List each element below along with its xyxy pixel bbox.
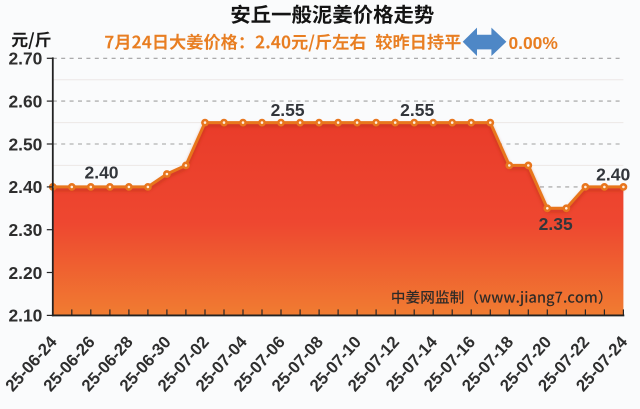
svg-text:2.35: 2.35	[539, 214, 573, 234]
svg-text:2.30: 2.30	[8, 220, 42, 240]
svg-text:2.60: 2.60	[8, 91, 42, 111]
svg-text:2.10: 2.10	[8, 306, 42, 326]
svg-text:2.20: 2.20	[8, 263, 42, 283]
svg-text:2.40: 2.40	[84, 163, 118, 183]
svg-text:2.40: 2.40	[596, 164, 630, 184]
svg-text:2.55: 2.55	[400, 100, 434, 120]
svg-text:2.55: 2.55	[271, 100, 305, 120]
svg-text:2.40: 2.40	[8, 177, 42, 197]
svg-text:2.50: 2.50	[8, 134, 42, 154]
svg-text:0.00%: 0.00%	[509, 33, 558, 53]
svg-text:2.70: 2.70	[8, 49, 42, 69]
